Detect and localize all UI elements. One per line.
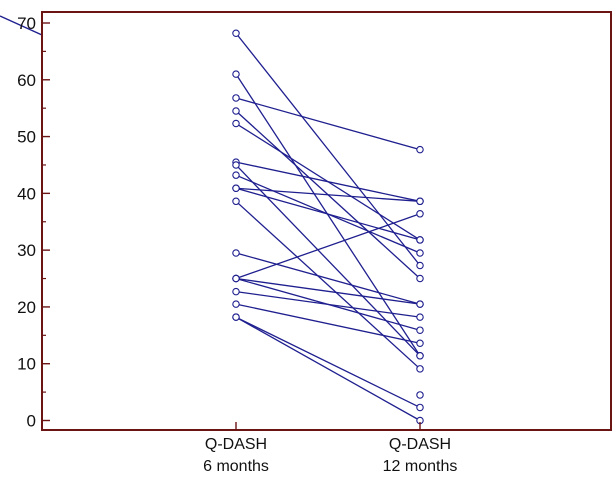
data-point: [416, 352, 424, 360]
x-tick-label: Q-DASH: [205, 436, 267, 453]
y-tick-label: 50: [17, 128, 36, 147]
data-point: [416, 365, 424, 373]
plot-frame: [41, 11, 612, 431]
data-point: [416, 210, 424, 218]
data-point: [232, 197, 240, 206]
pair-line: [235, 303, 421, 344]
x-tick-label: Q-DASH: [389, 436, 451, 453]
data-point: [232, 119, 240, 128]
data-point: [232, 274, 240, 283]
data-point: [416, 326, 424, 334]
pair-line: [235, 97, 421, 151]
data-point: [232, 70, 240, 78]
y-axis: 0 10 20 30 40 50 60 70: [17, 14, 50, 431]
pair-line: [235, 316, 421, 409]
x-tick-label: 6 months: [203, 458, 269, 475]
pair-line: [235, 290, 421, 318]
x-axis: Q-DASH 6 months Q-DASH 12 months: [203, 422, 457, 475]
series-line: [0, 15, 43, 36]
data-point: [416, 236, 424, 244]
y-tick-label: 70: [17, 14, 36, 33]
y-tick-label: 60: [17, 71, 36, 90]
pair-line: [235, 252, 421, 305]
data-point: [232, 171, 240, 179]
pair-line: [235, 213, 421, 280]
data-point: [232, 161, 240, 169]
data-markers: [232, 29, 424, 425]
data-point: [416, 300, 424, 308]
data-point: [232, 287, 240, 296]
data-point: [416, 403, 424, 412]
pair-line: [235, 73, 421, 357]
paired-lines: [235, 32, 421, 422]
pair-line: [235, 316, 421, 422]
data-point: [416, 197, 424, 206]
y-tick-label: 0: [27, 412, 36, 431]
data-point: [416, 391, 424, 399]
y-tick-label: 40: [17, 184, 36, 203]
data-point: [232, 300, 240, 308]
data-point: [416, 339, 424, 348]
pair-line: [235, 187, 421, 241]
pair-line: [235, 161, 421, 202]
x-tick-label: 12 months: [383, 458, 458, 475]
data-point: [416, 274, 424, 283]
data-point: [232, 249, 240, 257]
data-point: [416, 249, 424, 257]
pair-line: [235, 187, 421, 202]
pair-line: [235, 200, 421, 370]
data-point: [232, 94, 240, 102]
y-tick-label: 10: [17, 355, 36, 374]
y-tick-label: 20: [17, 298, 36, 317]
pair-line: [235, 277, 421, 305]
pair-line: [235, 32, 421, 266]
y-tick-label: 30: [17, 241, 36, 260]
data-point: [416, 313, 424, 321]
data-point: [232, 29, 240, 37]
data-point: [232, 184, 240, 192]
data-point: [416, 145, 424, 154]
data-point: [232, 107, 240, 115]
data-point: [416, 261, 424, 270]
data-point: [232, 313, 240, 321]
